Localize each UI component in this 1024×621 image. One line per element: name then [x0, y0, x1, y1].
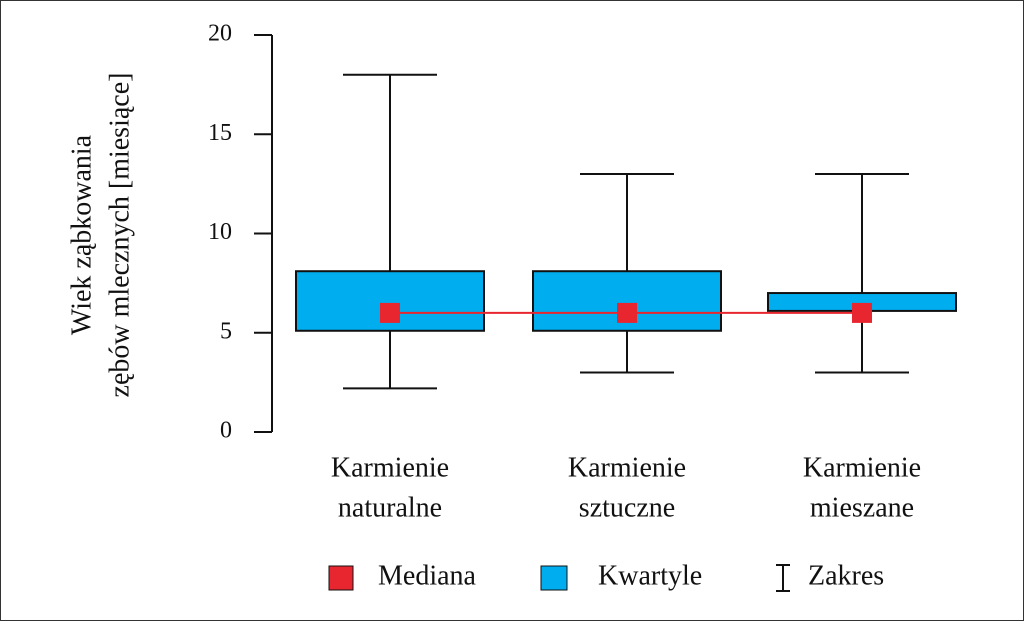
legend-icon	[776, 564, 790, 592]
median-marker	[617, 302, 637, 323]
legend-label: Zakres	[808, 560, 884, 591]
x-tick-label: Karmienie	[803, 452, 921, 483]
median-marker	[380, 302, 400, 323]
y-tick-label: 5	[220, 318, 232, 344]
x-tick-label: naturalne	[338, 492, 442, 523]
y-tick-label: 10	[208, 219, 232, 245]
legend-label: Kwartyle	[598, 560, 702, 591]
x-tick-label: mieszane	[810, 492, 914, 523]
y-axis-label: zębów mlecznych [miesiące]	[104, 73, 135, 398]
legend-label: Mediana	[378, 560, 477, 591]
legend-swatch	[540, 565, 568, 591]
x-tick-label: Karmienie	[331, 452, 449, 483]
y-tick-label: 20	[208, 21, 232, 47]
x-tick-label: sztuczne	[579, 492, 675, 523]
median-marker	[852, 302, 872, 323]
y-axis-label: Wiek ząbkowania	[66, 134, 97, 335]
x-tick-label: Karmienie	[568, 452, 686, 483]
y-tick-label: 15	[208, 120, 232, 146]
legend-swatch	[328, 565, 354, 591]
y-tick-label: 0	[220, 418, 232, 444]
